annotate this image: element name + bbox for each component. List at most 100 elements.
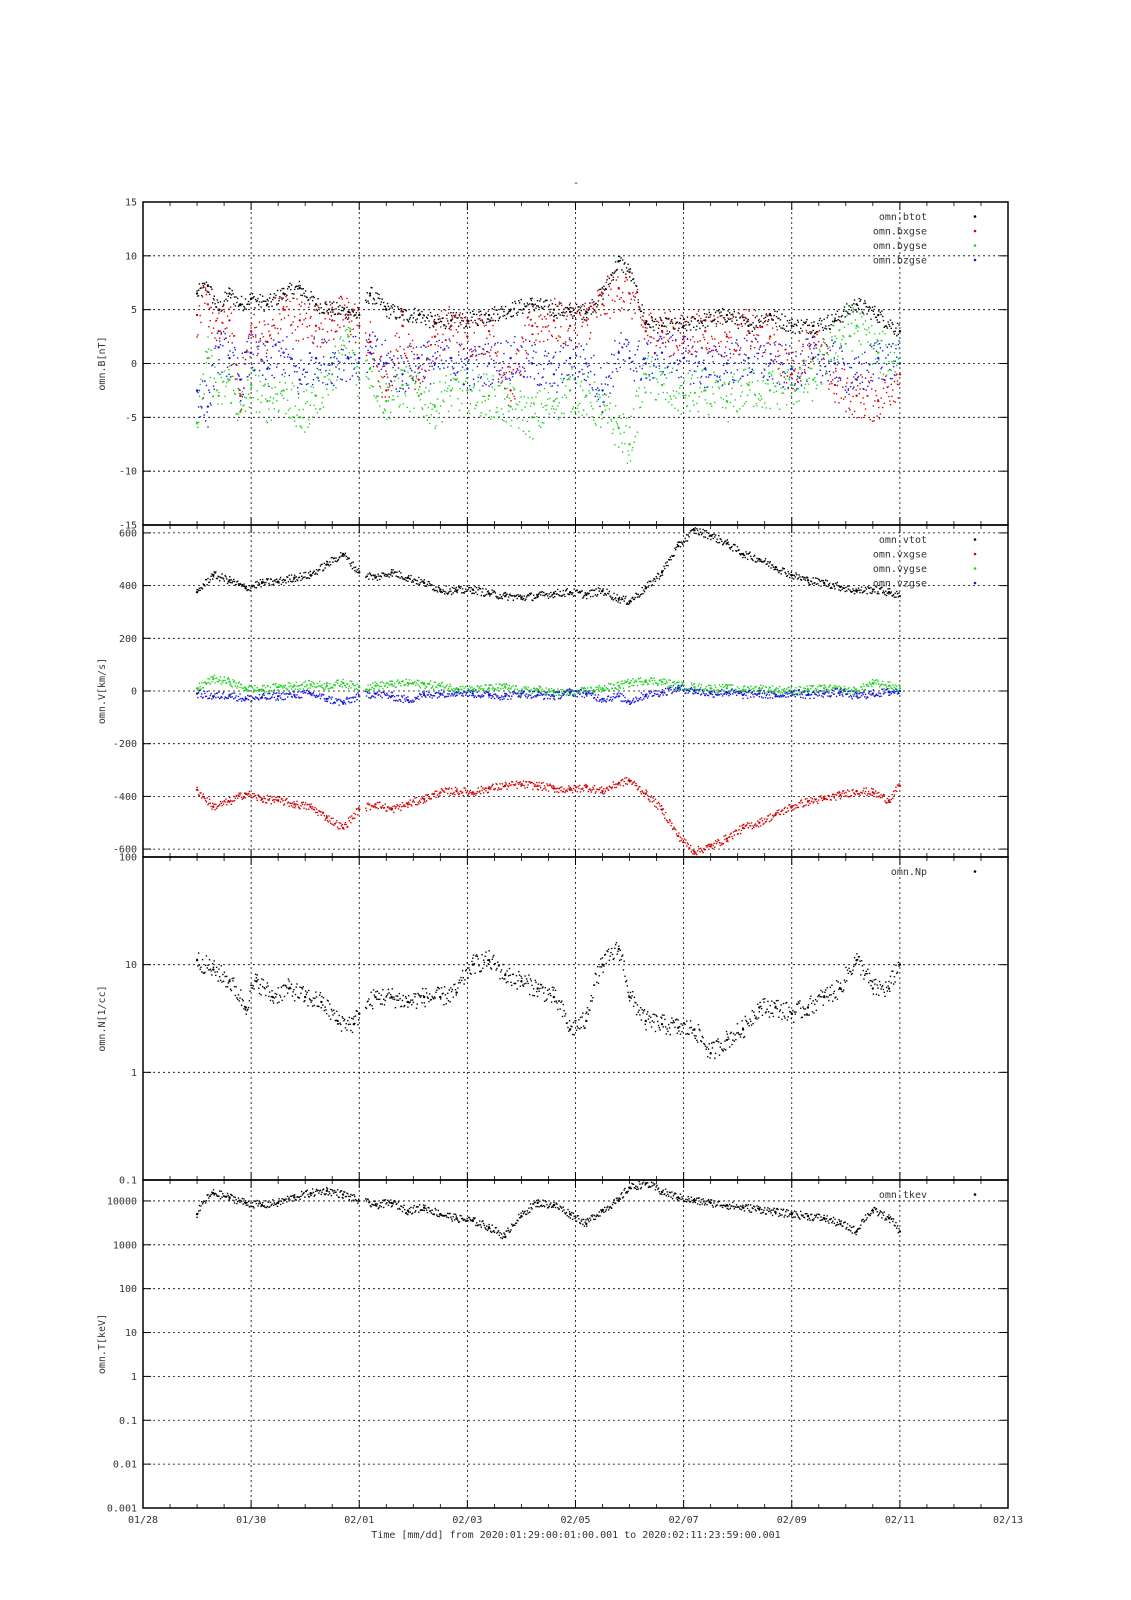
data-point: [226, 375, 228, 378]
data-point: [407, 384, 410, 386]
data-point: [715, 325, 718, 327]
data-point: [473, 384, 475, 387]
data-point: [298, 378, 301, 381]
data-point: [612, 428, 614, 431]
data-point: [860, 586, 863, 588]
data-point: [283, 287, 285, 290]
data-point: [851, 590, 853, 593]
data-point: [835, 352, 837, 354]
data-point: [197, 589, 200, 592]
data-point: [750, 340, 753, 343]
data-point: [789, 384, 792, 386]
data-point: [228, 356, 231, 360]
data-point: [564, 590, 567, 592]
data-point: [811, 358, 814, 361]
data-point: [735, 550, 737, 552]
data-point: [735, 316, 737, 319]
data-point: [496, 369, 498, 372]
data-point: [403, 348, 405, 351]
data-point: [876, 338, 878, 341]
data-point: [693, 316, 695, 318]
data-point: [605, 288, 607, 290]
data-point: [882, 590, 885, 592]
data-point: [525, 339, 527, 341]
data-point: [749, 332, 751, 334]
data-point: [894, 592, 896, 594]
data-point: [252, 584, 254, 587]
data-point: [228, 319, 231, 322]
data-point: [293, 293, 295, 295]
data-point: [533, 341, 536, 344]
data-point: [262, 300, 265, 302]
data-point: [201, 380, 204, 382]
data-point: [744, 323, 746, 325]
data-point: [693, 404, 695, 406]
data-point: [782, 567, 784, 569]
data-point: [233, 335, 235, 337]
data-point: [330, 356, 333, 359]
data-point: [838, 377, 840, 379]
data-point: [700, 533, 703, 536]
data-point: [325, 341, 328, 344]
data-point: [898, 594, 902, 598]
data-point: [694, 391, 696, 394]
data-point: [398, 317, 401, 319]
data-point: [864, 328, 866, 330]
data-point: [591, 416, 593, 418]
data-point: [541, 318, 543, 320]
data-point: [657, 358, 659, 360]
data-point: [748, 310, 750, 312]
data-point: [660, 319, 663, 322]
data-point: [706, 386, 708, 389]
data-point: [630, 361, 632, 364]
data-point: [824, 327, 826, 329]
data-point: [286, 288, 289, 290]
data-point: [438, 315, 440, 318]
data-point: [339, 304, 341, 307]
data-point: [482, 353, 485, 356]
data-point: [420, 346, 422, 348]
data-point: [706, 313, 708, 316]
data-point: [813, 341, 815, 344]
data-point: [269, 334, 272, 336]
data-point: [781, 569, 783, 572]
data-point: [208, 798, 211, 801]
data-point: [792, 578, 795, 580]
data-point: [292, 321, 294, 323]
data-point: [818, 361, 821, 363]
data-point: [377, 363, 379, 366]
data-point: [684, 327, 686, 330]
data-point: [336, 324, 339, 326]
data-point: [875, 350, 878, 352]
data-point: [702, 334, 704, 336]
data-point: [721, 314, 723, 317]
data-point: [737, 381, 739, 383]
data-point: [583, 373, 586, 375]
data-point: [317, 298, 319, 300]
data-point: [212, 327, 215, 329]
data-point: [701, 320, 704, 322]
data-point: [337, 558, 340, 561]
data-point: [393, 311, 395, 313]
data-point: [682, 315, 684, 317]
data-point: [487, 318, 490, 320]
data-point: [235, 413, 237, 415]
data-point: [810, 331, 813, 333]
data-point: [646, 586, 648, 588]
data-point: [393, 355, 395, 357]
data-point: [621, 597, 623, 599]
data-point: [461, 588, 464, 590]
data-point: [818, 579, 821, 581]
data-point: [817, 324, 820, 327]
data-point: [779, 343, 782, 346]
data-point: [790, 365, 793, 367]
data-point: [557, 593, 560, 596]
data-point: [561, 381, 564, 384]
data-point: [897, 596, 900, 598]
data-point: [720, 354, 722, 356]
data-point: [389, 417, 391, 420]
data-point: [624, 443, 626, 445]
data-point: [542, 406, 544, 409]
data-point: [587, 372, 589, 374]
data-point: [201, 587, 203, 589]
